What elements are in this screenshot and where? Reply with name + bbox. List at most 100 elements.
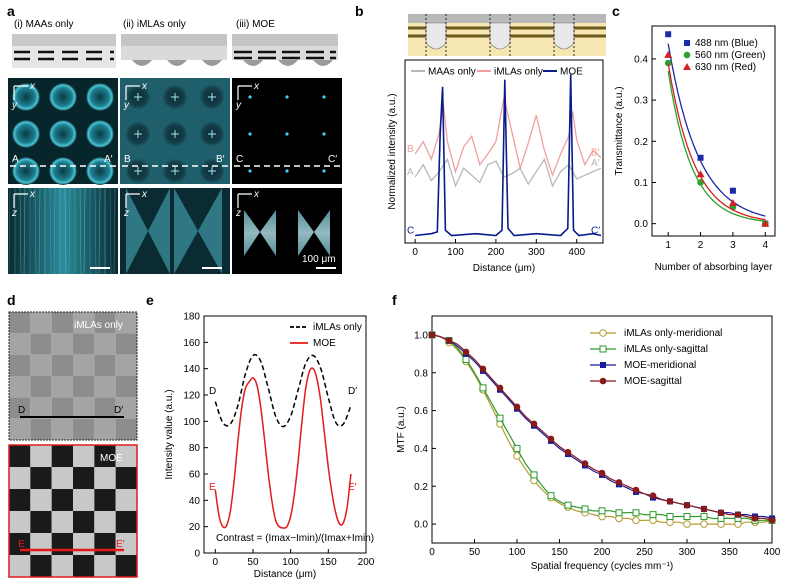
micrograph-xy-maas [8, 78, 118, 185]
y-tick-label: 0.3 [634, 96, 648, 107]
series-line-moe [214, 367, 352, 529]
fiber [53, 187, 56, 275]
y-tick-label: 0.6 [414, 406, 428, 417]
y-axis-title: MTF (a.u.) [396, 406, 407, 453]
panel-a: (i) MAAs only (ii) iMLAs only (iii) MOE [8, 19, 342, 275]
checker-cell [9, 511, 31, 533]
focus-cross [171, 167, 179, 175]
data-point [717, 509, 725, 517]
y-tick-label: 0.4 [634, 54, 648, 65]
axis-y-label-2: y [123, 100, 130, 111]
data-point [581, 505, 589, 513]
checker-cell [115, 445, 137, 467]
x-tick-label: 50 [247, 557, 259, 568]
contrast-formula: Contrast = (Imax−Imin)/(Imax+Imin) [216, 533, 374, 544]
y-tick-label: 160 [183, 338, 200, 349]
checker-cell [115, 555, 137, 577]
axis-z-label-2: z [123, 208, 129, 219]
checker-cell [9, 333, 31, 355]
x-tick-label: 150 [551, 547, 568, 558]
focus-dot [322, 169, 326, 173]
lens-spot [49, 83, 77, 111]
checker-cell [94, 489, 116, 511]
x-tick-label: 400 [568, 247, 585, 258]
line-label-B-prime: B′ [216, 154, 225, 165]
checker-cell [73, 397, 95, 419]
checker-cell [51, 533, 73, 555]
series-start-label: C [407, 225, 414, 236]
legend-marker [599, 377, 607, 385]
x-tick-label: 100 [447, 247, 464, 258]
checker-cell [115, 376, 137, 398]
y-axis-title: Normalized intensity (a.u.) [387, 93, 398, 209]
axis-x-label-1: x [29, 81, 36, 92]
panel-label-f: f [392, 292, 397, 308]
data-point [649, 511, 657, 519]
fiber [98, 187, 101, 275]
fit-curve [667, 63, 766, 221]
fiber [8, 187, 11, 275]
y-tick-label: 120 [183, 391, 200, 402]
checker-cell [115, 354, 137, 376]
legend-marker [683, 63, 691, 70]
legend-label: MOE [313, 338, 336, 349]
lens-spot [86, 83, 114, 111]
data-point [598, 507, 606, 515]
checker-cell [51, 418, 73, 440]
x-axis-title: Distance (μm) [254, 569, 316, 580]
legend-label: MOE-sagittal [624, 376, 682, 387]
fiber [64, 187, 67, 275]
y-tick-label: 1.0 [414, 330, 428, 341]
axis-x-label-4: x [29, 189, 36, 200]
axis-x-label-3: x [253, 81, 260, 92]
series-line-maas-only [414, 157, 602, 188]
y-tick-label: 60 [189, 470, 201, 481]
axis-glyph-xz [13, 193, 252, 208]
data-point [632, 486, 640, 494]
data-point [564, 501, 572, 509]
lens-spot [12, 83, 40, 111]
data-point [729, 187, 736, 194]
data-point [428, 331, 436, 339]
x-tick-label: 2 [698, 240, 704, 251]
data-point [761, 219, 770, 227]
series-start-label: A [407, 167, 414, 178]
x-tick-label: 300 [679, 547, 696, 558]
line-label-A-prime: A′ [104, 154, 113, 165]
x-axis-title: Number of absorbing layer [655, 262, 774, 273]
focus-dot [248, 132, 252, 136]
focus-cross [208, 93, 216, 101]
checker-cell [9, 397, 31, 419]
column-title-moe: (iii) MOE [236, 19, 275, 30]
y-tick-label: 180 [183, 312, 200, 323]
x-tick-label: 1 [665, 240, 671, 251]
checker-cell [9, 376, 31, 398]
line-label-C-prime: C′ [328, 154, 337, 165]
x-tick-label: 0 [412, 247, 418, 258]
fiber [49, 187, 52, 275]
checker-cell [73, 418, 95, 440]
checker-cell [115, 312, 137, 334]
x-axis-title: Distance (μm) [473, 263, 535, 274]
checker-cell [115, 333, 137, 355]
y-tick-label: 0.2 [414, 482, 428, 493]
fiber [109, 187, 112, 275]
panel-b-schematic [408, 14, 606, 58]
x-tick-label: 100 [509, 547, 526, 558]
checker-cell [94, 533, 116, 555]
checker-cell [51, 333, 73, 355]
data-point [496, 414, 504, 422]
fiber [113, 187, 116, 275]
focus-dot [322, 132, 326, 136]
chart-e: 0 50 100 150 200 0 20 40 60 80 100 120 140 160 180 Dist… [164, 312, 375, 581]
checker-cell [9, 489, 31, 511]
data-point [513, 452, 521, 460]
legend-label: iMLAs only-meridional [624, 328, 722, 339]
panel-label-c: c [612, 3, 620, 19]
focus-cross [208, 167, 216, 175]
axis-glyph-xy [13, 85, 252, 100]
legend-marker [683, 51, 691, 59]
data-point [462, 348, 470, 356]
fiber [19, 187, 22, 275]
plot-frame [404, 59, 604, 244]
